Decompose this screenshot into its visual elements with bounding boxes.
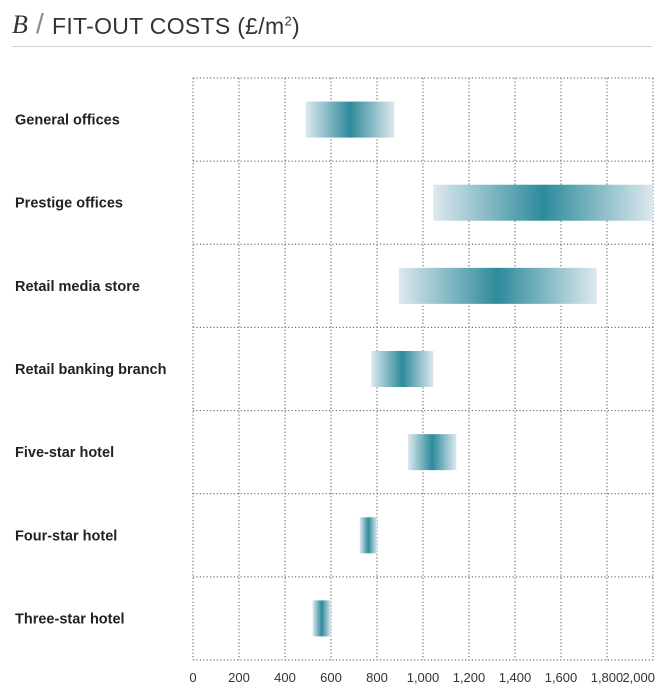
range-bar-2 [398,267,597,304]
chart-bars [305,101,653,637]
category-label-3: Retail banking branch [15,362,166,378]
range-bar-3 [371,351,434,387]
figure-letter: B [12,10,28,39]
chart-title-main: FIT-OUT COSTS (£/m [52,13,285,39]
category-labels: General offices Prestige offices Retail me… [15,113,166,628]
x-tick-label-1: 200 [228,670,250,685]
x-tick-label-0: 0 [189,670,196,685]
x-tick-label-3: 600 [320,670,342,685]
range-bar-5 [359,517,377,554]
category-label-5: Four-star hotel [15,528,117,544]
x-axis-ticks: 0 200 400 600 800 1,000 1,200 1,400 1,600 1,800 2,… [189,670,655,685]
category-label-1: Prestige offices [15,196,123,212]
range-bar-4 [408,434,457,471]
title-separator: / [36,8,44,39]
category-label-0: General offices [15,113,120,129]
x-tick-label-4: 800 [366,670,388,685]
x-tick-label-2: 400 [274,670,296,685]
x-tick-label-7: 1,400 [499,670,532,685]
x-tick-label-9: 1,800 [591,670,624,685]
chart-title-end: ) [291,13,300,39]
x-tick-label-6: 1,200 [453,670,486,685]
x-tick-label-10: 2,000 [622,670,655,685]
chart-title: FIT-OUT COSTS (£/m2) [52,13,300,40]
category-label-2: Retail media store [15,279,140,295]
range-bar-0 [305,101,395,138]
chart-header: B / FIT-OUT COSTS (£/m2) [12,6,652,47]
chart-title-superscript: 2 [284,13,292,29]
x-tick-label-8: 1,600 [545,670,578,685]
x-tick-label-5: 1,000 [407,670,440,685]
category-label-4: Five-star hotel [15,445,114,461]
range-bar-1 [433,184,653,221]
range-bar-6 [312,600,331,637]
category-label-6: Three-star hotel [15,611,125,627]
